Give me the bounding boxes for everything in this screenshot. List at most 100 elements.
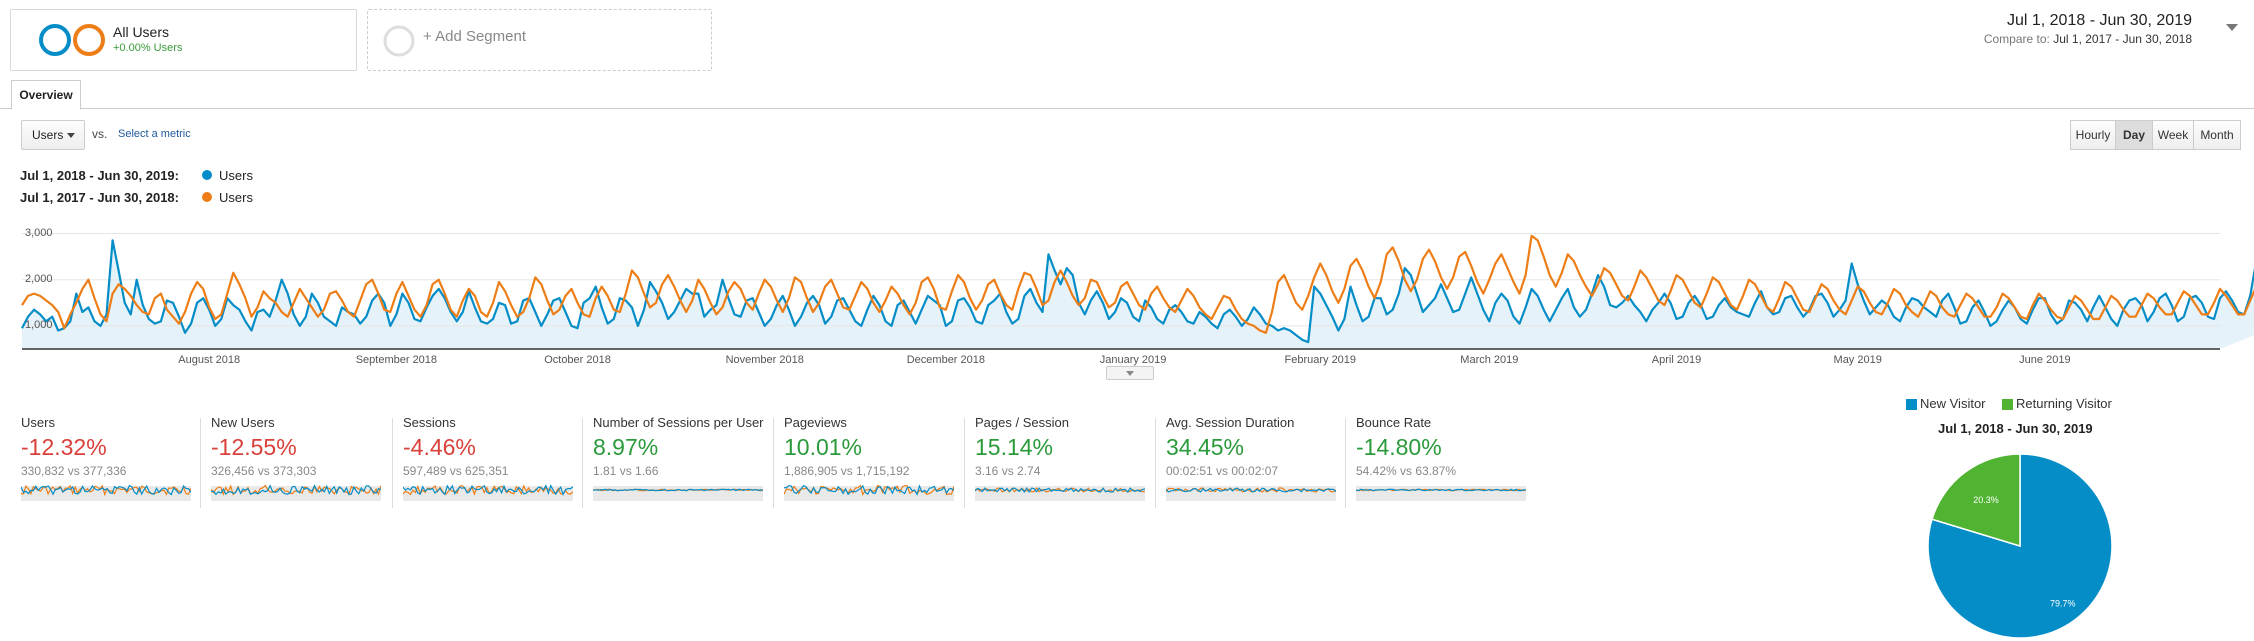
- tab-divider: [0, 108, 2254, 109]
- sparkline-series: [211, 484, 381, 496]
- kpi-separator: [1345, 418, 1346, 508]
- kpi-tile[interactable]: Pages / Session 15.14% 3.16 vs 2.74: [975, 413, 1153, 511]
- x-tick-label: December 2018: [906, 354, 986, 366]
- kpi-name: Number of Sessions per User: [593, 415, 764, 430]
- empty-segment-icon: [383, 25, 415, 57]
- x-tick-label: September 2018: [355, 354, 438, 366]
- legend-new-visitor: New Visitor: [1920, 396, 1986, 411]
- kpi-compare: 1,886,905 vs 1,715,192: [784, 464, 910, 478]
- pie-slice-returning-visitor[interactable]: [1931, 453, 2021, 548]
- metric-dropdown[interactable]: Users: [21, 120, 85, 150]
- chevron-down-icon: [67, 133, 75, 138]
- kpi-sparkline: [1356, 486, 1526, 501]
- kpi-separator: [582, 418, 583, 508]
- kpi-name: Pages / Session: [975, 415, 1069, 430]
- kpi-value: 8.97%: [593, 434, 659, 460]
- sparkline-series: [784, 484, 954, 496]
- date-range-dropdown-icon[interactable]: [2226, 24, 2238, 31]
- kpi-separator: [1155, 418, 1156, 508]
- users-line-chart[interactable]: [0, 0, 2254, 370]
- visitor-type-pie-chart[interactable]: 79.7% 20.3%: [1920, 446, 2120, 641]
- kpi-compare: 1.81 vs 1.66: [593, 464, 659, 478]
- kpi-sparkline: [211, 484, 381, 501]
- compare-value: Jul 1, 2017 - Jun 30, 2018: [2053, 32, 2192, 46]
- segment-title: All Users: [113, 24, 170, 40]
- kpi-value: -14.80%: [1356, 434, 1442, 460]
- kpi-value: 10.01%: [784, 434, 863, 460]
- compare-label: Compare to:: [1983, 32, 2050, 46]
- y-tick-label: 1,000: [25, 318, 53, 331]
- pie-slice-label: 79.7%: [2050, 599, 2076, 609]
- segment-all-users[interactable]: All Users +0.00% Users: [10, 9, 357, 71]
- tab-overview[interactable]: Overview: [11, 80, 81, 110]
- kpi-value: -12.32%: [21, 434, 107, 460]
- pie-slice-label: 20.3%: [1973, 495, 1999, 505]
- x-tick-label: March 2019: [1460, 354, 1519, 366]
- chart-expand-handle[interactable]: [1106, 366, 1154, 380]
- add-segment-label: + Add Segment: [423, 28, 526, 45]
- x-tick-label: October 2018: [544, 354, 611, 366]
- sparkline-series: [1166, 487, 1336, 493]
- x-tick-label: May 2019: [1833, 354, 1882, 366]
- legend-period-current: Jul 1, 2018 - Jun 30, 2019:: [20, 168, 179, 183]
- kpi-compare: 00:02:51 vs 00:02:07: [1166, 464, 1279, 478]
- legend-returning-visitor-swatch: [2002, 399, 2013, 410]
- kpi-name: Avg. Session Duration: [1166, 415, 1295, 430]
- kpi-value: 34.45%: [1166, 434, 1245, 460]
- kpi-separator: [964, 418, 965, 508]
- kpi-tile[interactable]: Sessions -4.46% 597,489 vs 625,351: [403, 413, 581, 511]
- legend-returning-visitor: Returning Visitor: [2016, 396, 2112, 411]
- granularity-week[interactable]: Week: [2152, 120, 2194, 150]
- sparkline-series: [975, 486, 1145, 493]
- add-segment-button[interactable]: + Add Segment: [367, 9, 712, 71]
- legend-metric-previous: Users: [219, 190, 253, 205]
- series-line-current: [21, 239, 2254, 344]
- kpi-name: New Users: [211, 415, 275, 430]
- kpi-sparkline: [593, 486, 763, 501]
- granularity-hourly[interactable]: Hourly: [2070, 120, 2116, 150]
- legend-metric-current: Users: [219, 168, 253, 183]
- kpi-name: Sessions: [403, 415, 456, 430]
- x-tick-label: November 2018: [725, 354, 804, 366]
- date-range-main[interactable]: Jul 1, 2018 - Jun 30, 2019: [2006, 12, 2192, 29]
- kpi-compare: 597,489 vs 625,351: [403, 464, 509, 478]
- kpi-compare: 54.42% vs 63.87%: [1356, 464, 1457, 478]
- y-tick-label: 3,000: [25, 226, 53, 239]
- kpi-separator: [773, 418, 774, 508]
- series-area-current: [22, 240, 2254, 349]
- metric-dropdown-label: Users: [32, 128, 64, 142]
- kpi-compare: 330,832 vs 377,336: [21, 464, 127, 478]
- pie-title: Jul 1, 2018 - Jun 30, 2019: [1938, 421, 2093, 436]
- kpi-compare: 326,456 vs 373,303: [211, 464, 317, 478]
- sparkline-series: [593, 488, 763, 492]
- kpi-tile[interactable]: Avg. Session Duration 34.45% 00:02:51 vs 0…: [1166, 413, 1344, 511]
- x-tick-label: June 2019: [2019, 354, 2071, 366]
- legend-new-visitor-swatch: [1906, 399, 1917, 410]
- kpi-compare: 3.16 vs 2.74: [975, 464, 1041, 478]
- kpi-tile[interactable]: Users -12.32% 330,832 vs 377,336: [21, 413, 199, 511]
- kpi-name: Bounce Rate: [1356, 415, 1432, 430]
- kpi-tile[interactable]: Pageviews 10.01% 1,886,905 vs 1,715,192: [784, 413, 962, 511]
- granularity-day[interactable]: Day: [2115, 120, 2153, 150]
- legend-period-previous: Jul 1, 2017 - Jun 30, 2018:: [20, 190, 179, 205]
- kpi-sparkline: [21, 484, 191, 501]
- segment-circles-icon: [39, 24, 105, 56]
- kpi-tile[interactable]: Bounce Rate -14.80% 54.42% vs 63.87%: [1356, 413, 1534, 511]
- sparkline-series: [21, 484, 191, 496]
- sparkline-series: [403, 484, 573, 496]
- x-tick-label: February 2019: [1284, 354, 1357, 366]
- granularity-month[interactable]: Month: [2193, 120, 2241, 150]
- y-tick-label: 2,000: [25, 272, 53, 285]
- legend-dot-current: [202, 170, 212, 180]
- kpi-tile[interactable]: New Users -12.55% 326,456 vs 373,303: [211, 413, 389, 511]
- series-line-previous: [21, 234, 2254, 334]
- x-tick-label: January 2019: [1099, 354, 1167, 366]
- kpi-sparkline: [1166, 486, 1336, 501]
- kpi-value: -12.55%: [211, 434, 297, 460]
- select-metric-link[interactable]: Select a metric: [118, 128, 191, 140]
- date-range-compare[interactable]: Compare to: Jul 1, 2017 - Jun 30, 2018: [1984, 32, 2192, 46]
- kpi-separator: [392, 418, 393, 508]
- x-tick-label: April 2019: [1651, 354, 1702, 366]
- kpi-tile[interactable]: Number of Sessions per User 8.97% 1.81 vs …: [593, 413, 771, 511]
- kpi-name: Pageviews: [784, 415, 847, 430]
